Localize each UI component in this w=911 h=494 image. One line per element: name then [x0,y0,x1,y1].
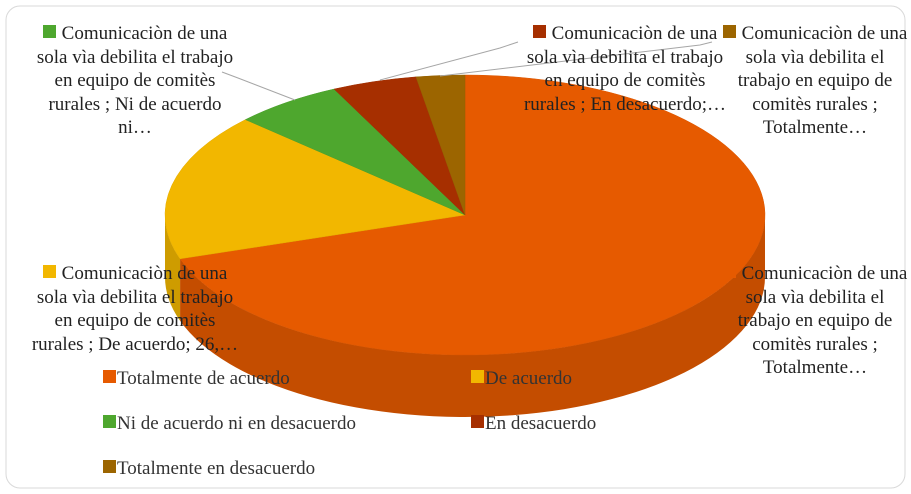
data-label: Comunicaciòn de una sola vìa debilita el… [30,262,240,356]
legend-text: Ni de acuerdo ni en desacuerdo [117,413,356,434]
leader-line [439,41,713,77]
data-label: Comunicaciòn de una sola vìa debilita el… [720,22,910,140]
legend-key [103,460,116,473]
label-text: Comunicaciòn de una sola vìa debilita el… [36,23,234,138]
pie [164,74,766,417]
legend-key [471,370,484,383]
legend-item: Totalmente en desacuerdo [103,458,315,480]
label-text: Comunicaciòn de una sola vìa debilita el… [31,263,239,355]
legend-text: Totalmente en desacuerdo [117,458,316,479]
label-text: Comunicaciòn de una sola vìa debilita el… [737,263,908,378]
legend-item: Ni de acuerdo ni en desacuerdo [103,413,356,435]
legend-text: Totalmente de acuerdo [117,368,290,389]
label-key [532,25,546,38]
slice-side [180,215,765,417]
label-text: Comunicaciòn de una sola vìa debilita el… [737,23,908,138]
data-label: Comunicaciòn de una sola vìa debilita el… [520,22,730,116]
legend-key [103,415,116,428]
label-key [42,25,56,38]
legend-item: Totalmente de acuerdo [103,368,290,390]
legend-item: En desacuerdo [471,413,596,435]
label-key [722,25,736,38]
label-text: Comunicaciòn de una sola vìa debilita el… [523,23,727,115]
slice-side [165,215,181,321]
slice [164,119,466,260]
label-key [722,265,736,278]
slice [179,74,766,356]
leader-line [379,41,519,81]
legend-text: En desacuerdo [485,413,597,434]
legend-key [103,370,116,383]
legend-text: De acuerdo [485,368,573,389]
data-label: Comunicaciòn de una sola vìa debilita el… [720,262,910,380]
legend-item: De acuerdo [471,368,572,390]
leader-line [221,71,296,101]
legend-key [471,415,484,428]
label-key [42,265,56,278]
data-label: Comunicaciòn de una sola vìa debilita el… [30,22,240,140]
